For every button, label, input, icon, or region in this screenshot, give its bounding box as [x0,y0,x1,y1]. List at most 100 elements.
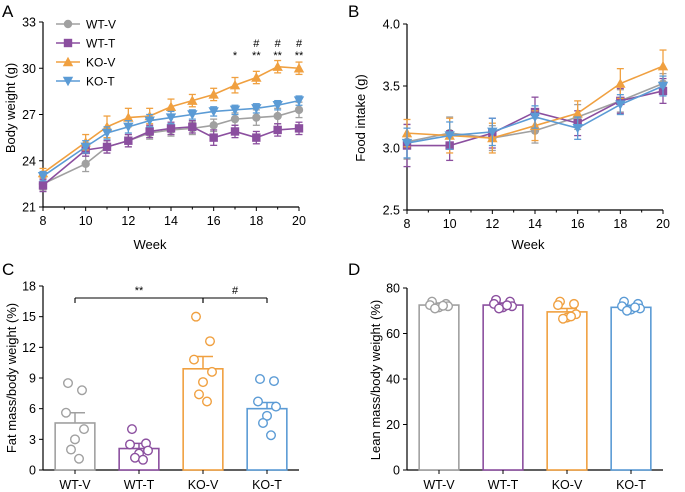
panel-a-point-ko-t [229,105,241,116]
legend-label-ko-t: KO-T [86,75,115,89]
panel-a-point-ko-t [208,107,219,117]
panel-d-xtick-label: WT-T [488,478,519,492]
panel-a-point-wt-v [230,114,240,124]
panel-c-xtick-label: WT-T [124,478,155,492]
panel-a-point-wt-t [38,181,48,190]
panel-d-xtick-label: KO-T [616,478,646,492]
panel-a-point-wt-t [166,124,176,133]
panel-b-xtick-label: 10 [443,217,457,231]
panel-d-bar-wt-v [418,304,460,471]
panel-d-dot-ko-v [553,300,564,311]
panel-c-dot-ko-t [254,374,265,385]
panel-a-point-wt-v [252,113,261,122]
panel-a-ytick-label: 30 [22,62,36,76]
panel-c-significance-mark: ** [135,285,144,297]
panel-c-dot-ko-v [201,396,212,407]
panel-a-point-ko-t [293,96,305,106]
panel-b-ytick-label: 4.0 [383,18,400,32]
legend-marker-ko-t [62,76,74,87]
panel-a-xtick-label: 18 [249,214,263,228]
panel-a-point-wt-t [188,122,197,132]
panel-a-point-ko-t [251,104,262,114]
panel-d-bar-ko-t [610,306,652,471]
panel-a-significance-mark: ** [273,50,282,62]
panel-b-point-ko-t [657,81,669,92]
panel-b-point-ko-t [572,123,583,134]
panel-a-xtick-label: 10 [79,214,93,228]
panel-a-point-wt-t [145,127,154,136]
panel-d-dot-ko-v [558,313,569,324]
panel-c-ytick-label: 6 [29,402,36,416]
panel-d-lean-mass-chart: 0 20 40 60 80 WT-V WT-T KO-V KO-T [386,282,663,492]
panel-a-point-ko-v [293,63,305,73]
panel-b-ytick-label: 3.0 [383,142,400,156]
panel-d-dot-wt-t [502,300,513,311]
panel-a-point-wt-t [294,124,304,133]
panel-c-xtick-label: KO-T [252,478,282,492]
panel-d-dot-ko-v [569,298,580,309]
panel-c-ytick-label: 0 [29,464,36,478]
panel-a-xtick-label: 20 [292,214,306,228]
panel-a-ytick-label: 33 [22,16,36,30]
panel-a-point-ko-t [123,122,134,133]
panel-d-xtick-label: KO-V [552,478,583,492]
panel-c-dot-ko-v [190,311,201,322]
panel-b-point-ko-t [487,127,498,138]
panel-a-point-ko-v [123,112,134,122]
panel-c-ytick-label: 15 [22,310,36,324]
panel-c-dot-ko-v [206,366,217,377]
panel-b-ytick-label: 2.5 [383,204,400,218]
panel-a-point-ko-t [272,101,283,111]
panel-c-dot-ko-v [188,354,199,365]
panel-c-dot-wt-v [73,453,84,464]
panel-b-xlabel: Week [512,237,545,252]
panel-b-point-ko-v [572,108,583,118]
panel-a-xtick-label: 16 [207,214,221,228]
panel-a-point-wt-t [230,127,240,136]
panel-d-ytick-label: 0 [393,464,400,478]
panel-b-point-ko-t [615,100,626,110]
panel-c-ytick-label: 9 [29,372,36,386]
panel-a-point-wt-t [252,133,261,142]
panel-b-point-ko-v [657,60,669,71]
legend-marker-wt-v [63,19,73,29]
panel-a-ylabel: Body weight (g) [3,63,18,153]
panel-b-xtick-label: 20 [656,217,670,231]
panel-c-dot-ko-t [252,396,263,407]
panel-c-significance-mark: # [232,285,239,297]
panel-label-b: B [348,2,359,21]
panel-c-dot-wt-v [78,424,89,435]
panel-a-significance-mark: # [253,38,260,50]
panel-c-xtick-label: KO-V [188,478,219,492]
panel-a-series-line-ko-t [42,99,300,177]
panel-a-significance-mark: ** [252,50,261,62]
panel-a-point-ko-v [165,101,177,111]
panel-b-xtick-label: 12 [485,217,499,231]
panel-d-ytick-label: 20 [386,418,400,432]
panel-a-point-ko-t [144,116,155,126]
panel-d-xtick-label: WT-V [423,478,455,492]
panel-c-dot-wt-t [126,424,137,435]
panel-label-c: C [2,260,14,279]
panel-c-dot-wt-t [137,454,148,465]
panel-a-point-ko-v [187,95,198,105]
panel-c-dot-ko-v [193,389,204,400]
panel-a-point-wt-v [273,111,282,121]
panel-c-dot-ko-t [266,430,277,441]
panel-a-point-ko-t [101,128,113,139]
panel-d-dot-wt-v [438,300,449,311]
legend-marker-ko-v [62,56,74,67]
panel-c-dot-ko-t [271,401,282,412]
panel-c-dot-wt-v [65,444,76,455]
panel-b-point-ko-t [401,138,413,149]
panel-a-point-ko-v [208,89,219,99]
panel-a-point-wt-t [102,142,112,152]
panel-c-dot-ko-v [197,377,208,388]
panel-c-dot-wt-v [61,407,72,418]
panel-c-dot-wt-t [142,445,153,456]
panel-b-xtick-label: 8 [404,217,411,231]
panel-label-a: A [2,2,14,21]
panel-a-point-wt-t [209,133,218,142]
